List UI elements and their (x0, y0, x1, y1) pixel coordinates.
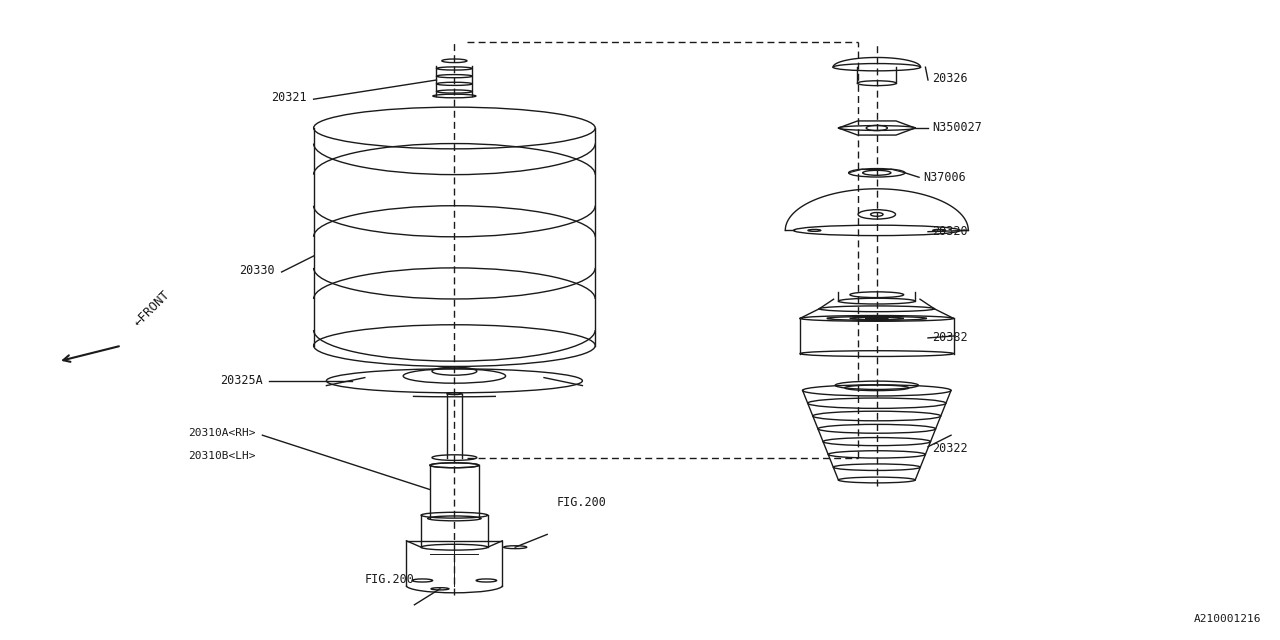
Text: N37006: N37006 (923, 172, 965, 184)
Text: 20382: 20382 (932, 332, 968, 344)
Text: 20322: 20322 (932, 442, 968, 454)
Text: ←FRONT: ←FRONT (132, 289, 173, 330)
Text: FIG.200: FIG.200 (557, 496, 607, 509)
Text: FIG.200: FIG.200 (365, 573, 415, 586)
Text: 20320: 20320 (932, 225, 968, 238)
Text: 20321: 20321 (271, 92, 307, 104)
Text: 20310B<LH>: 20310B<LH> (188, 451, 256, 461)
Text: A210001216: A210001216 (1193, 614, 1261, 624)
Text: 20310A<RH>: 20310A<RH> (188, 428, 256, 438)
Text: 20330: 20330 (239, 264, 275, 277)
Text: 20325A: 20325A (220, 374, 262, 387)
Text: 20326: 20326 (932, 72, 968, 85)
Text: N350027: N350027 (932, 121, 982, 134)
